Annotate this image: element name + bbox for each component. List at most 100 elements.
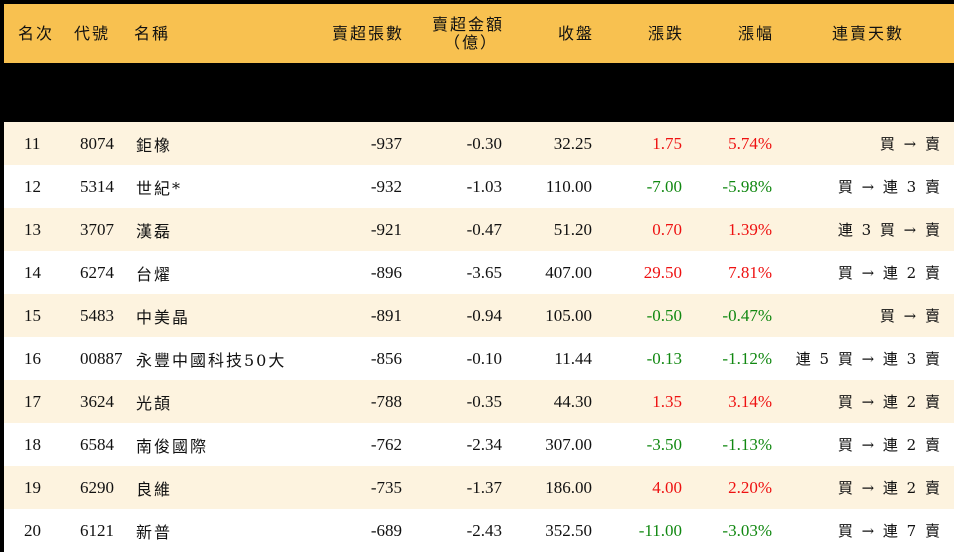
sell-lots-cell: -937 [370, 133, 402, 153]
name-cell: 漢磊 [136, 221, 173, 241]
name-cell: 南俊國際 [136, 436, 209, 456]
close-cell: 352.50 [545, 520, 592, 540]
change-pct-cell: 1.39% [728, 219, 772, 239]
rank-cell: 15 [24, 305, 41, 325]
table-body: 11 8074 鉅橡 -937 -0.30 32.25 1.75 5.74% 買… [4, 122, 954, 552]
code-cell: 6290 [80, 477, 114, 497]
sell-lots-cell: -735 [370, 477, 402, 497]
sell-amount-cell: -0.10 [466, 348, 502, 368]
change-pct-cell: -1.12% [722, 348, 772, 368]
close-cell: 307.00 [545, 434, 592, 454]
header-sell-amount: 賣超金額 （億） [412, 4, 512, 63]
streak-cell: 買 → 賣 [879, 135, 942, 153]
change-pct-cell: 7.81% [728, 262, 772, 282]
change-cell: 1.35 [652, 391, 682, 411]
header-sell-lots: 賣超張數 [331, 23, 404, 43]
header-name: 名稱 [134, 23, 171, 43]
close-cell: 51.20 [553, 219, 592, 239]
change-pct-cell: -0.47% [722, 305, 772, 325]
header-streak: 連賣天數 [831, 23, 904, 43]
table-header: 名次 代號 名稱 賣超張數 賣超金額 （億） 收盤 漲跌 漲幅 連賣天數 [4, 4, 954, 122]
table-row: 13 3707 漢磊 -921 -0.47 51.20 0.70 1.39% 連… [4, 208, 954, 251]
table-row: 11 8074 鉅橡 -937 -0.30 32.25 1.75 5.74% 買… [4, 122, 954, 165]
code-cell: 6121 [80, 520, 114, 540]
close-cell: 44.30 [553, 391, 592, 411]
header-divider [4, 63, 954, 122]
close-cell: 407.00 [545, 262, 592, 282]
net-sell-ranking-table: 名次 代號 名稱 賣超張數 賣超金額 （億） 收盤 漲跌 漲幅 連賣天數 11 … [4, 4, 954, 552]
sell-lots-cell: -891 [370, 305, 402, 325]
sell-lots-cell: -932 [370, 176, 402, 196]
sell-amount-cell: -0.94 [466, 305, 502, 325]
code-cell: 3707 [80, 219, 114, 239]
streak-cell: 買 → 連 2 賣 [837, 393, 942, 411]
change-cell: -0.13 [646, 348, 682, 368]
code-cell: 6274 [80, 262, 114, 282]
sell-amount-cell: -0.30 [466, 133, 502, 153]
change-pct-cell: -5.98% [722, 176, 772, 196]
change-cell: -7.00 [646, 176, 682, 196]
sell-lots-cell: -788 [370, 391, 402, 411]
name-cell: 世紀* [136, 178, 183, 198]
change-cell: -0.50 [646, 305, 682, 325]
close-cell: 105.00 [545, 305, 592, 325]
streak-cell: 買 → 連 3 賣 [837, 178, 942, 196]
sell-amount-cell: -1.37 [466, 477, 502, 497]
table-row: 12 5314 世紀* -932 -1.03 110.00 -7.00 -5.9… [4, 165, 954, 208]
sell-lots-cell: -762 [370, 434, 402, 454]
change-pct-cell: -3.03% [722, 520, 772, 540]
name-cell: 良維 [136, 479, 173, 499]
change-cell: 29.50 [643, 262, 682, 282]
code-cell: 00887 [80, 348, 123, 368]
sell-amount-cell: -0.35 [466, 391, 502, 411]
change-pct-cell: 3.14% [728, 391, 772, 411]
sell-amount-cell: -2.43 [466, 520, 502, 540]
name-cell: 新普 [136, 522, 173, 542]
name-cell: 台燿 [136, 264, 173, 284]
rank-cell: 20 [24, 520, 41, 540]
code-cell: 5314 [80, 176, 114, 196]
name-cell: 鉅橡 [136, 135, 173, 155]
name-cell: 光頡 [136, 393, 173, 413]
header-sell-amount-line2: （億） [443, 32, 498, 52]
rank-cell: 14 [24, 262, 41, 282]
change-cell: -3.50 [646, 434, 682, 454]
sell-lots-cell: -896 [370, 262, 402, 282]
streak-cell: 買 → 連 7 賣 [837, 522, 942, 540]
streak-cell: 買 → 賣 [879, 307, 942, 325]
name-cell: 永豐中國科技50大 [136, 350, 287, 370]
table-row: 15 5483 中美晶 -891 -0.94 105.00 -0.50 -0.4… [4, 294, 954, 337]
code-cell: 6584 [80, 434, 114, 454]
sell-amount-cell: -1.03 [466, 176, 502, 196]
change-cell: -11.00 [638, 520, 682, 540]
header-change: 漲跌 [647, 23, 684, 43]
close-cell: 186.00 [545, 477, 592, 497]
header-sell-amount-line1: 賣超金額 [431, 14, 504, 34]
code-cell: 5483 [80, 305, 114, 325]
table-row: 19 6290 良維 -735 -1.37 186.00 4.00 2.20% … [4, 466, 954, 509]
table-row: 14 6274 台燿 -896 -3.65 407.00 29.50 7.81%… [4, 251, 954, 294]
sell-lots-cell: -856 [370, 348, 402, 368]
change-pct-cell: -1.13% [722, 434, 772, 454]
table-row: 16 00887 永豐中國科技50大 -856 -0.10 11.44 -0.1… [4, 337, 954, 380]
change-cell: 1.75 [652, 133, 682, 153]
close-cell: 110.00 [545, 176, 592, 196]
code-cell: 8074 [80, 133, 114, 153]
rank-cell: 11 [24, 133, 41, 153]
code-cell: 3624 [80, 391, 114, 411]
rank-cell: 12 [24, 176, 41, 196]
rank-cell: 16 [24, 348, 41, 368]
header-close: 收盤 [557, 23, 594, 43]
header-rank: 名次 [18, 23, 55, 43]
sell-amount-cell: -2.34 [466, 434, 502, 454]
streak-cell: 連 5 買 → 連 3 賣 [795, 350, 942, 368]
header-code: 代號 [74, 23, 111, 43]
rank-cell: 13 [24, 219, 41, 239]
streak-cell: 買 → 連 2 賣 [837, 479, 942, 497]
change-cell: 4.00 [652, 477, 682, 497]
change-cell: 0.70 [652, 219, 682, 239]
streak-cell: 連 3 買 → 賣 [837, 221, 942, 239]
change-pct-cell: 2.20% [728, 477, 772, 497]
table-row: 17 3624 光頡 -788 -0.35 44.30 1.35 3.14% 買… [4, 380, 954, 423]
